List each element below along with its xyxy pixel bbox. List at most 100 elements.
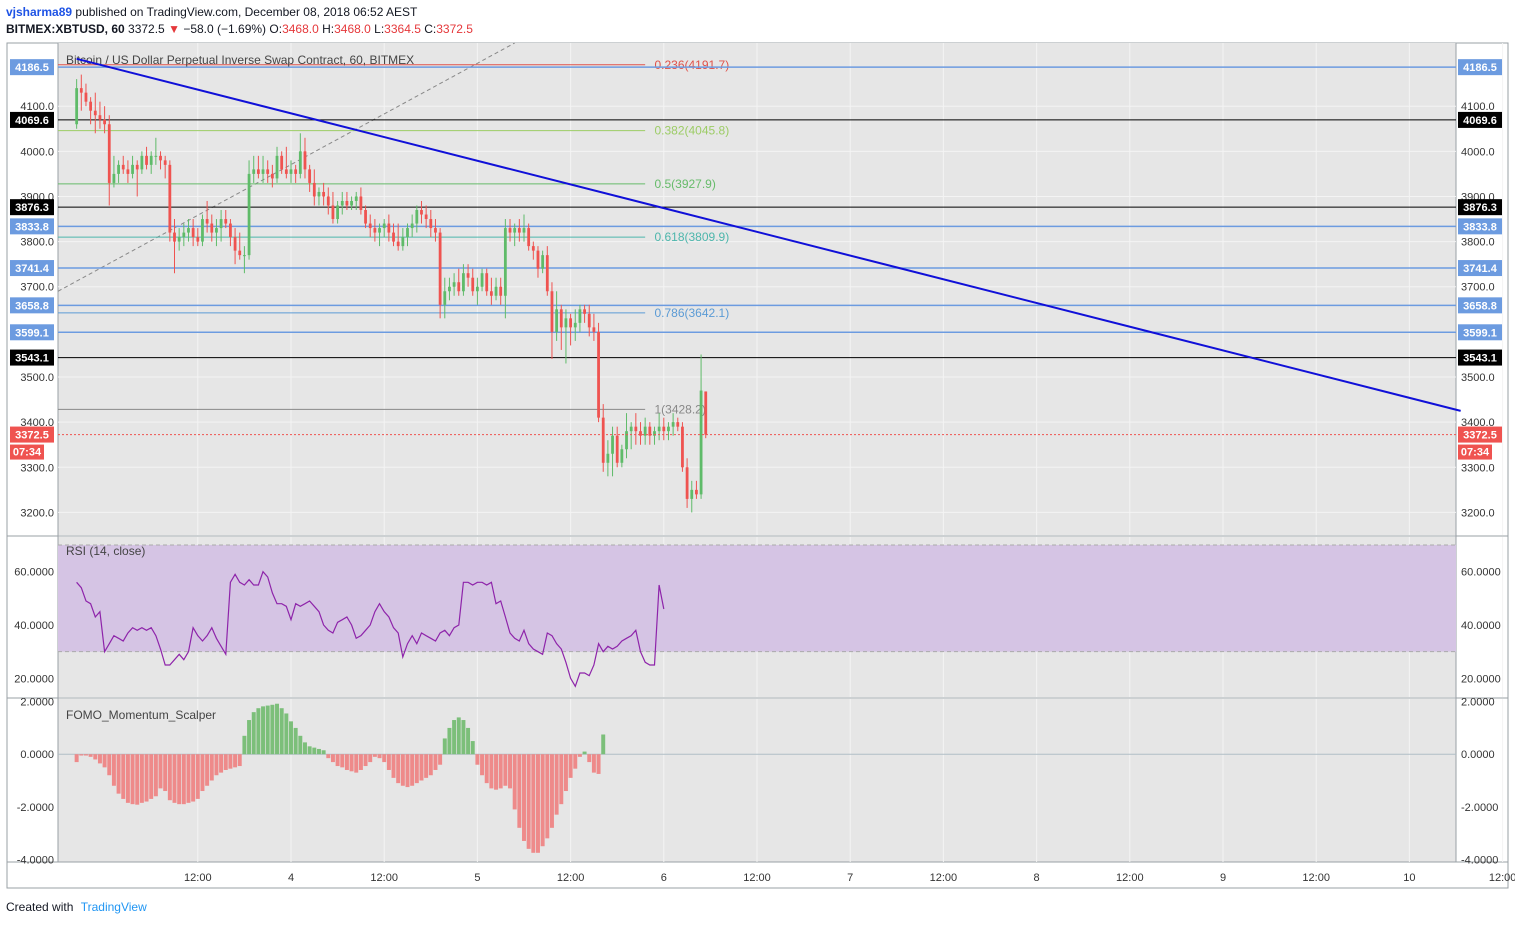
candle-body <box>662 426 666 432</box>
level-tag-right <box>1458 59 1502 76</box>
fomo-bar <box>97 754 102 764</box>
candle-body <box>243 255 246 257</box>
candle-body <box>657 426 661 432</box>
candle-body <box>112 173 116 183</box>
fomo-tick-label-left: -4.0000 <box>17 854 54 866</box>
candle-body <box>201 219 204 242</box>
candle-body <box>499 286 503 296</box>
price-tick-label-left: 3200.0 <box>20 507 54 519</box>
time-tick-label: 6 <box>661 872 667 884</box>
candle-body <box>149 155 153 165</box>
candle-body <box>121 164 125 170</box>
fomo-bar <box>517 754 522 828</box>
tradingview-brand[interactable]: TradingView <box>80 900 147 914</box>
level-tag-label: 4069.6 <box>15 115 49 127</box>
fomo-bar <box>601 734 606 755</box>
last-price-tag-right <box>1458 426 1502 443</box>
candle-body <box>117 164 120 174</box>
candle-body <box>462 273 465 292</box>
candle-body <box>541 255 545 269</box>
last-price-label: 3372.5 <box>15 430 49 442</box>
fomo-bar <box>382 754 387 763</box>
candle-body <box>154 155 158 157</box>
candle-body <box>135 164 139 170</box>
candle-body <box>685 467 689 499</box>
price-tick-label-right: 3300.0 <box>1461 462 1495 474</box>
level-tag-left <box>10 218 54 235</box>
countdown-label: 07:34 <box>1461 447 1490 459</box>
candle-body <box>448 286 451 292</box>
candle-body <box>639 431 642 436</box>
candle-body <box>415 210 419 224</box>
candle-body <box>322 191 326 197</box>
time-tick-label: 5 <box>474 872 480 884</box>
fomo-bar <box>191 754 196 802</box>
fomo-bar <box>396 754 401 784</box>
fomo-bar <box>242 735 247 755</box>
candle-body <box>494 286 498 296</box>
fomo-bar <box>261 706 266 755</box>
candle-body <box>508 228 512 233</box>
candle-body <box>545 255 549 292</box>
candle-body <box>378 228 381 233</box>
price-tick-label-right: 3800.0 <box>1461 237 1495 249</box>
countdown-tag-left <box>10 444 44 460</box>
fomo-bar <box>195 754 200 799</box>
candle-body <box>294 169 298 174</box>
candle-body <box>583 309 586 314</box>
candle-body <box>536 250 540 269</box>
level-tag-left <box>10 297 54 314</box>
candle-body <box>317 191 321 197</box>
candle-body <box>690 489 694 499</box>
candle-body <box>452 282 456 287</box>
fomo-tick-label-right: 0.0000 <box>1461 749 1495 761</box>
fomo-bar <box>116 754 121 794</box>
time-tick-label: 12:00 <box>370 872 398 884</box>
candle-body <box>699 390 703 495</box>
candle-body <box>550 291 554 332</box>
candle-body <box>163 160 167 165</box>
level-tag-label: 3876.3 <box>15 202 49 214</box>
candle-body <box>308 169 312 183</box>
candle-body <box>191 228 195 238</box>
fomo-bar <box>139 754 144 803</box>
fomo-bar <box>228 754 233 769</box>
fomo-bar <box>247 720 252 755</box>
candle-body <box>503 228 507 296</box>
chart-title: Bitcoin / US Dollar Perpetual Inverse Sw… <box>66 53 414 67</box>
fomo-bar <box>214 754 219 776</box>
fomo-bar <box>130 754 135 805</box>
candle-body <box>606 453 610 463</box>
level-tag-label: 3741.4 <box>1463 263 1498 275</box>
fomo-bar <box>414 754 419 784</box>
candle-body <box>126 169 130 174</box>
fomo-bar <box>554 754 559 815</box>
change-arrow-icon: ▼ <box>168 22 180 36</box>
candle-body <box>443 291 447 305</box>
fomo-bar <box>456 717 461 755</box>
price-tick-label-right: 3500.0 <box>1461 372 1495 384</box>
candle-body <box>653 431 656 436</box>
level-tag-right <box>1458 111 1502 128</box>
candle-body <box>597 331 600 418</box>
candle-body <box>359 196 363 211</box>
candle-body <box>457 282 461 292</box>
price-change: −58.0 (−1.69%) <box>183 22 267 36</box>
candle-body <box>420 210 423 215</box>
author-name[interactable]: vjsharma89 <box>6 5 73 19</box>
fomo-bar <box>363 754 368 767</box>
fomo-bar <box>275 703 280 755</box>
fomo-bar <box>484 754 489 784</box>
price-tick-label-left: 3800.0 <box>20 237 54 249</box>
fomo-bar <box>293 727 298 755</box>
fomo-bar <box>344 754 349 770</box>
fomo-bar <box>200 754 205 792</box>
level-tag-left <box>10 199 54 216</box>
fomo-bar <box>452 720 457 755</box>
fomo-bar <box>302 742 307 755</box>
fomo-bar <box>419 754 424 781</box>
candle-body <box>270 173 274 179</box>
candle-body <box>676 422 680 427</box>
candle-body <box>517 228 521 233</box>
